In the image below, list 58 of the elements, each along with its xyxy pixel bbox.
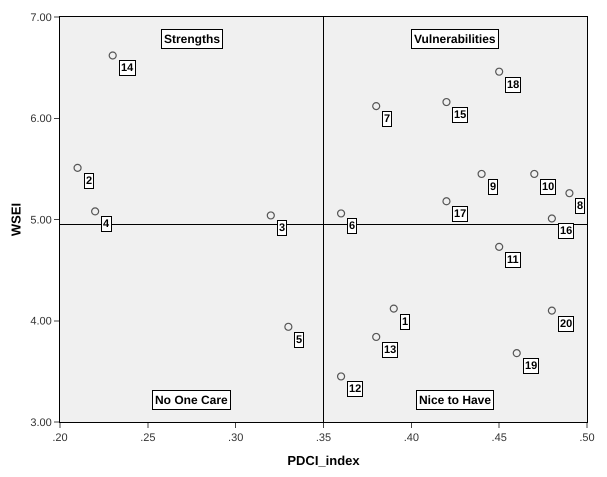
x-tick-label: .30 bbox=[228, 432, 244, 444]
x-tick-label: .50 bbox=[579, 432, 595, 444]
point bbox=[548, 306, 556, 315]
annotation: 8 bbox=[577, 200, 584, 212]
point bbox=[336, 209, 346, 218]
point bbox=[336, 372, 346, 381]
point bbox=[442, 98, 451, 106]
point bbox=[495, 242, 504, 251]
point bbox=[390, 304, 398, 313]
annotation: 17 bbox=[454, 208, 466, 220]
y-tick-label: 5.00 bbox=[30, 214, 52, 226]
annotation: 10 bbox=[542, 181, 554, 193]
point bbox=[565, 189, 574, 198]
point bbox=[548, 214, 556, 223]
annotation: 18 bbox=[507, 79, 520, 91]
annotation: 6 bbox=[349, 220, 356, 232]
annotation: 14 bbox=[121, 62, 134, 74]
x-tick-label: .25 bbox=[140, 432, 156, 444]
annotation: 3 bbox=[279, 222, 286, 234]
annotation: No One Care bbox=[155, 393, 228, 407]
point bbox=[284, 322, 292, 331]
point bbox=[478, 170, 486, 178]
x-tick-label: .45 bbox=[492, 432, 507, 444]
annotation: 1 bbox=[402, 316, 408, 328]
annotation: 16 bbox=[560, 225, 572, 237]
y-tick-label: 6.00 bbox=[30, 113, 52, 126]
point bbox=[73, 164, 82, 172]
annotation: Nice to Have bbox=[419, 393, 492, 407]
annotation: Strengths bbox=[164, 32, 220, 46]
point bbox=[266, 211, 275, 220]
annotation: 15 bbox=[454, 109, 466, 121]
y-tick-label: 3.00 bbox=[30, 416, 52, 429]
y-tick-label: 7.00 bbox=[30, 12, 52, 24]
annotation: 19 bbox=[525, 360, 538, 372]
point bbox=[91, 207, 100, 216]
x-tick-label: .35 bbox=[316, 432, 332, 444]
annotation: 9 bbox=[490, 181, 496, 193]
point bbox=[108, 51, 117, 60]
annotation: 4 bbox=[103, 218, 110, 230]
annotation: 5 bbox=[296, 334, 302, 346]
annotation: 7 bbox=[384, 113, 390, 125]
point bbox=[372, 102, 380, 110]
annotation: 2 bbox=[86, 175, 92, 187]
point bbox=[495, 68, 504, 76]
x-tick-label: .20 bbox=[52, 432, 68, 444]
annotation: 11 bbox=[507, 254, 519, 266]
annotation: Vulnerabilities bbox=[414, 32, 496, 46]
annotation: 13 bbox=[384, 344, 396, 356]
x-tick-label: .40 bbox=[404, 432, 419, 444]
annotation: 12 bbox=[349, 383, 362, 395]
point bbox=[530, 170, 538, 178]
y-axis-title: WSEI bbox=[8, 202, 24, 236]
y-tick-label: 4.00 bbox=[30, 316, 52, 328]
point bbox=[442, 197, 451, 206]
x-axis-title: PDCI_index bbox=[287, 452, 360, 468]
point bbox=[372, 332, 380, 342]
annotation: 20 bbox=[560, 318, 572, 330]
point bbox=[512, 349, 521, 358]
